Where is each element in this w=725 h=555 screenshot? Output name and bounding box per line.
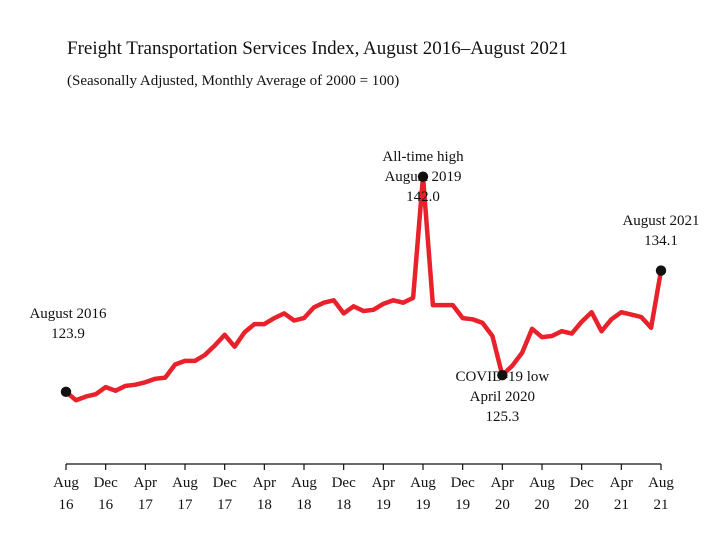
x-tick-label-year: 17 [178,497,194,513]
x-tick-label-year: 20 [535,497,550,513]
annotation-marker-start [60,386,72,398]
x-tick-label-month: Apr [372,475,395,491]
x-tick-label-year: 19 [376,497,391,513]
x-tick-label-year: 19 [455,497,470,513]
x-tick-label-year: 21 [614,497,629,513]
x-tick-label-year: 16 [59,497,75,513]
annotation-label-low: April 2020 [470,389,535,405]
x-tick-label-year: 18 [336,497,351,513]
annotation-label-low: COVID-19 low [455,369,549,385]
x-tick-label-month: Aug [291,475,317,491]
x-tick-label-month: Dec [332,475,356,491]
annotation-marker-end [655,265,667,276]
annotation-label-low: 125.3 [485,409,519,425]
x-tick-label-year: 19 [416,497,431,513]
x-tick-label-month: Apr [610,475,633,491]
annotation-marker-high [417,171,429,182]
x-tick-label-month: Apr [491,475,514,491]
x-tick-label-month: Aug [410,475,436,491]
chart-subtitle: (Seasonally Adjusted, Monthly Average of… [67,73,400,89]
x-tick-label-year: 17 [138,497,154,513]
series-line [63,174,664,403]
annotation-label-start: August 2016 [29,306,107,322]
annotation-label-high: August 2019 [384,169,461,185]
x-tick-label-month: Dec [94,475,118,491]
x-tick-label-year: 20 [574,497,589,513]
annotation-label-high: All-time high [382,149,464,165]
x-tick-label-month: Apr [134,475,157,491]
x-tick-label-year: 18 [257,497,272,513]
annotation-label-high: 142.0 [406,189,440,205]
x-tick-label-year: 17 [217,497,233,513]
chart-title: Freight Transportation Services Index, A… [67,38,568,59]
x-tick-label-month: Aug [529,475,555,491]
x-tick-label-month: Apr [253,475,276,491]
x-tick-label-month: Dec [213,475,237,491]
x-tick-label-year: 20 [495,497,510,513]
x-tick-label-month: Dec [451,475,475,491]
x-tick-label-month: Dec [570,475,594,491]
x-tick-label-year: 21 [654,497,669,513]
annotation-label-end: August 2021 [622,213,699,229]
x-tick-label-month: Aug [172,475,198,491]
x-tick-label-month: Aug [53,475,79,491]
x-tick-label-year: 16 [98,497,114,513]
annotation-label-end: 134.1 [644,233,678,249]
annotation-marker-low [497,370,508,381]
x-tick-label-month: Aug [648,475,674,491]
annotation-label-start: 123.9 [51,326,85,342]
x-tick-label-year: 18 [297,497,312,513]
